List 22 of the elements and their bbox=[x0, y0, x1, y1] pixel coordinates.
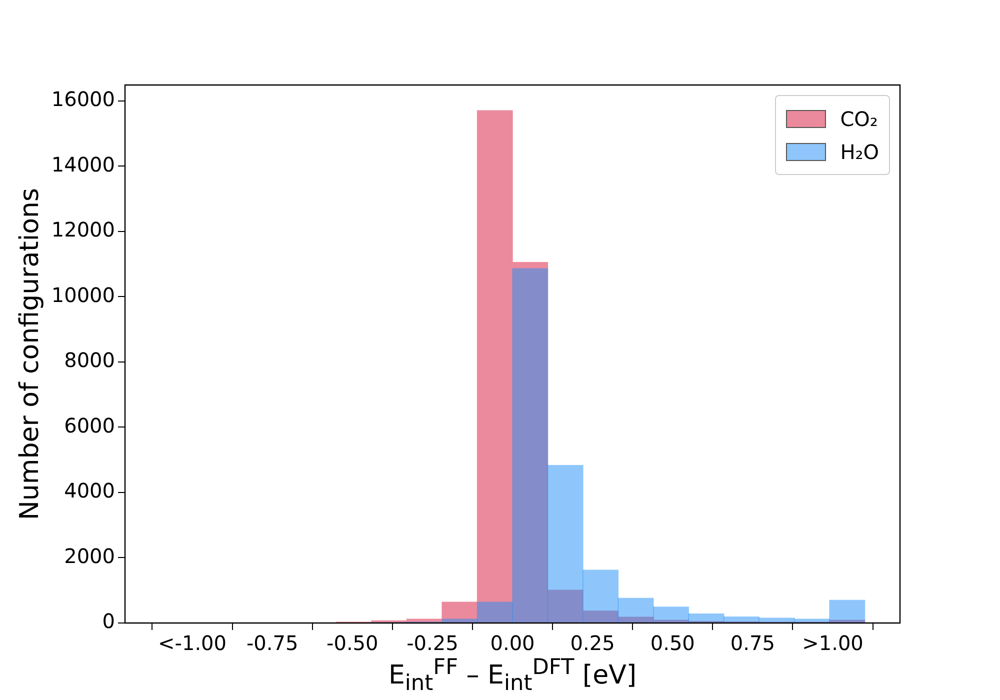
y-tick-label: 0 bbox=[102, 609, 115, 634]
x-axis-title: E$_{int}$$^{FF}$ – E$_{int}$$^{DFT}$ [eV] bbox=[387, 655, 638, 696]
x-tick-label: -0.50 bbox=[326, 631, 378, 656]
y-tick-label: 2000 bbox=[64, 544, 115, 568]
y-tick-label: 8000 bbox=[64, 348, 115, 372]
y-tick-label: 6000 bbox=[64, 413, 115, 438]
x-tick-label: -0.75 bbox=[246, 631, 298, 656]
x-tick-label: >1.00 bbox=[802, 631, 864, 656]
y-tick-label: 12000 bbox=[51, 218, 115, 242]
x-tick-label: 0.50 bbox=[650, 631, 695, 656]
y-tick-label: 16000 bbox=[51, 87, 115, 112]
x-tick-label: 0.25 bbox=[570, 631, 615, 656]
x-tick-label: 0.00 bbox=[490, 631, 535, 656]
y-tick-label: 4000 bbox=[64, 478, 115, 503]
y-tick-label: 14000 bbox=[51, 152, 115, 176]
x-tick-label: 0.75 bbox=[730, 631, 775, 656]
legend-label: CO₂ bbox=[840, 106, 878, 130]
y-axis-title: Number of configurations bbox=[15, 188, 45, 520]
y-tick-label: 10000 bbox=[51, 282, 115, 307]
x-tick-label: -0.25 bbox=[406, 631, 458, 656]
legend-label: H₂O bbox=[840, 140, 879, 164]
x-tick-label: <-1.00 bbox=[158, 631, 227, 656]
